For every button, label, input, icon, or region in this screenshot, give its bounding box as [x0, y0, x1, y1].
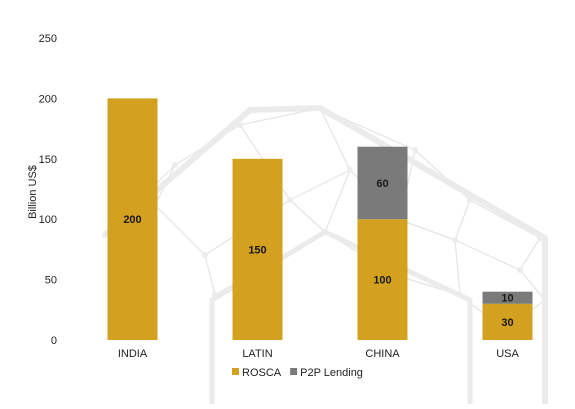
decor-edge — [454, 239, 521, 271]
y-tick-label: 100 — [39, 214, 57, 226]
x-tick-label: CHINA — [365, 348, 400, 360]
bar-p2p-lending-china — [357, 146, 408, 220]
decor-node — [347, 167, 353, 173]
y-tick-label: 250 — [39, 33, 57, 45]
legend-label: ROSCA — [242, 367, 282, 379]
decor-house-outline — [103, 104, 548, 404]
bar-rosca-india — [107, 98, 158, 341]
data-label: 10 — [501, 293, 513, 305]
legend: ROSCA P2P Lending — [232, 367, 363, 379]
plot-area: 0 50 100 150 200 250 200 INDIA 150 LATIN 100 60 CHIN… — [39, 33, 533, 360]
y-tick-label: 50 — [45, 275, 57, 287]
y-tick-label: 150 — [39, 154, 57, 166]
decor-node — [517, 267, 523, 273]
background-network-pattern — [102, 104, 548, 404]
data-label: 150 — [248, 244, 266, 256]
decor-edge — [454, 199, 471, 241]
data-label: 200 — [123, 214, 141, 226]
decor-house-inner — [209, 229, 473, 404]
decor-edge — [519, 269, 546, 301]
decor-edge — [454, 239, 461, 296]
x-tick-label: USA — [496, 348, 519, 360]
decor-edge — [289, 169, 351, 201]
legend-label: P2P Lending — [300, 367, 363, 379]
decor-edge — [399, 219, 456, 241]
decor-edge — [519, 237, 541, 271]
bar-rosca-usa — [482, 303, 533, 340]
decor-node — [452, 237, 458, 243]
decor-edge — [204, 254, 216, 296]
decor-node — [287, 197, 293, 203]
bar-p2p-lending-usa — [482, 291, 533, 304]
decor-node — [412, 147, 418, 153]
data-label: 60 — [376, 178, 388, 190]
y-tick-label: 200 — [39, 93, 57, 105]
legend-swatch — [290, 368, 298, 375]
y-axis-label: Billion US$ — [27, 165, 39, 219]
decor-edge — [154, 204, 206, 256]
bar-rosca-latin — [232, 158, 283, 340]
bar-rosca-china — [357, 219, 408, 340]
x-tick-label: LATIN — [242, 348, 272, 360]
y-tick-label: 0 — [51, 335, 57, 347]
decor-node — [202, 252, 208, 258]
decor-edge — [319, 107, 351, 171]
data-label: 30 — [501, 317, 513, 329]
decor-edge — [289, 199, 326, 233]
legend-swatch — [232, 368, 239, 375]
decor-edge — [324, 169, 351, 233]
decor-node — [172, 162, 178, 168]
data-label: 100 — [373, 275, 391, 287]
x-tick-label: INDIA — [118, 348, 148, 360]
